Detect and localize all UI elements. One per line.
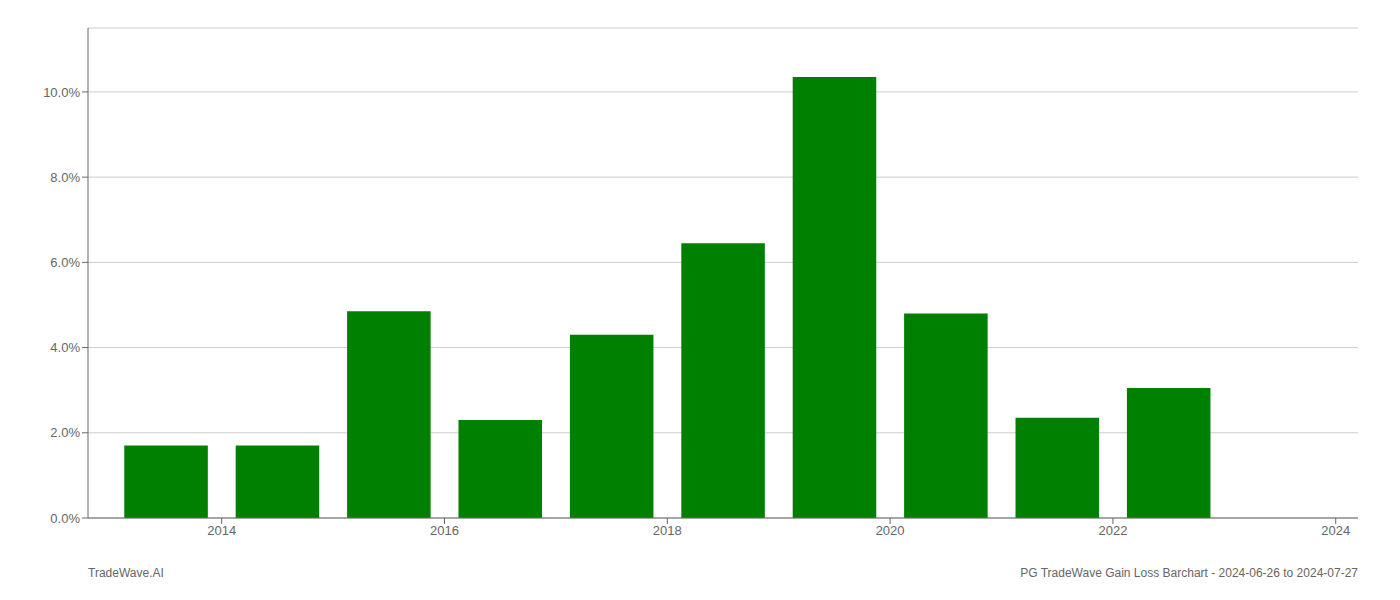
svg-text:2024: 2024 xyxy=(1321,523,1350,538)
svg-text:2.0%: 2.0% xyxy=(50,425,80,440)
svg-text:2014: 2014 xyxy=(207,523,236,538)
svg-text:2022: 2022 xyxy=(1098,523,1127,538)
svg-text:2020: 2020 xyxy=(876,523,905,538)
html-text:TradeWave.AI: TradeWave.AI xyxy=(88,566,164,580)
svg-text:0.0%: 0.0% xyxy=(50,511,80,526)
svg-text:4.0%: 4.0% xyxy=(50,340,80,355)
html-text:PG TradeWave Gain Loss Barchar: PG TradeWave Gain Loss Barchart - 2024-0… xyxy=(1020,566,1358,580)
svg-text:8.0%: 8.0% xyxy=(50,170,80,185)
svg-text:10.0%: 10.0% xyxy=(43,85,80,100)
svg-text:6.0%: 6.0% xyxy=(50,255,80,270)
svg-text:2018: 2018 xyxy=(653,523,682,538)
svg-text:2016: 2016 xyxy=(430,523,459,538)
